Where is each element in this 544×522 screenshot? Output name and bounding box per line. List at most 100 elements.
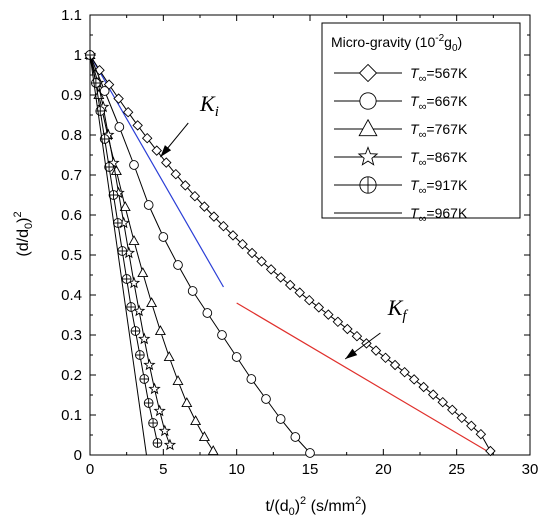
data-point-circle	[290, 432, 301, 442]
data-point-circle-plus	[135, 350, 145, 360]
data-point-circle-plus	[359, 176, 377, 194]
legend-title: Micro-gravity (10-2g0)	[331, 33, 462, 54]
data-point-diamond	[427, 389, 439, 400]
data-point-diamond	[161, 157, 172, 168]
data-point-diamond	[237, 238, 248, 250]
data-point-triangle	[181, 397, 193, 408]
data-point-diamond	[218, 220, 229, 232]
legend-entry-diamond: T∞=567K	[334, 63, 468, 85]
annotation-arrow-head	[345, 348, 358, 359]
data-point-circle-plus	[130, 326, 141, 336]
data-point-circle	[143, 200, 154, 210]
data-point-circle	[217, 330, 227, 340]
data-point-triangle	[172, 375, 184, 386]
fit-line	[236, 302, 491, 454]
data-point-star	[138, 332, 151, 345]
data-point-diamond	[323, 309, 334, 320]
data-point-circle-plus	[126, 302, 136, 312]
data-point-diamond	[408, 374, 420, 385]
legend-label: T∞=917K	[410, 177, 468, 197]
data-point-circle-plus	[152, 438, 163, 448]
data-point-diamond	[437, 396, 448, 408]
x-tick-label: 25	[448, 461, 465, 478]
y-axis-label: (d/d0)2	[12, 211, 35, 256]
data-point-circle-plus	[148, 418, 158, 428]
data-point-circle	[275, 414, 286, 424]
data-point-diamond	[389, 359, 401, 371]
data-point-circle	[202, 308, 213, 318]
data-point-diamond	[265, 264, 277, 275]
series-layer	[83, 48, 496, 458]
data-point-circle	[114, 122, 125, 132]
data-point-circle-plus	[108, 190, 119, 200]
data-point-diamond	[246, 247, 258, 259]
data-point-circle	[246, 374, 257, 384]
data-point-diamond	[358, 63, 378, 83]
annotation: Ki	[160, 91, 219, 158]
series-diamond	[84, 49, 496, 457]
data-point-triangle	[163, 351, 175, 362]
series-line	[89, 54, 311, 454]
data-point-diamond	[294, 287, 305, 298]
x-tick-label: 20	[375, 461, 392, 478]
data-point-circle	[187, 286, 198, 296]
data-point-triangle	[198, 431, 210, 442]
legend-label: T∞=867K	[410, 149, 468, 169]
data-point-diamond	[122, 106, 134, 118]
data-point-diamond	[399, 366, 410, 378]
legend-entry-circle: T∞=667K	[334, 92, 468, 113]
annotation-arrow-head	[160, 145, 172, 157]
legend-label: T∞=767K	[410, 121, 468, 141]
data-point-diamond	[208, 211, 220, 222]
data-point-diamond	[370, 345, 382, 356]
data-point-triangle	[119, 201, 131, 212]
series-line	[89, 54, 158, 444]
data-point-triangle	[358, 118, 378, 137]
series-line	[89, 54, 147, 456]
y-tick-label: 0.4	[61, 287, 82, 304]
data-point-circle	[359, 92, 377, 110]
legend-entry-line: T∞=967K	[334, 205, 468, 225]
x-tick-label: 30	[522, 461, 539, 478]
data-point-diamond	[304, 294, 315, 306]
y-tick-label: 0.3	[61, 327, 82, 344]
data-point-circle	[129, 160, 139, 170]
data-point-star	[163, 438, 177, 451]
data-point-diamond	[180, 180, 191, 191]
legend-entry-circleplus: T∞=917K	[334, 176, 468, 197]
data-point-diamond	[351, 330, 363, 342]
data-point-star	[153, 404, 166, 417]
legend-entry-star: T∞=867K	[334, 146, 468, 169]
annotation: Kf	[344, 295, 408, 360]
data-point-diamond	[284, 279, 296, 291]
y-tick-label: 0.5	[61, 247, 82, 264]
data-point-circle	[158, 232, 169, 242]
y-tick-label: 1.1	[61, 7, 82, 24]
x-tick-label: 0	[86, 461, 94, 478]
data-point-diamond	[132, 120, 143, 131]
x-tick-label: 5	[159, 461, 167, 478]
y-tick-label: 0.6	[61, 207, 82, 224]
series-line	[89, 54, 147, 456]
data-point-circle-plus	[143, 398, 154, 408]
data-point-diamond	[189, 190, 201, 202]
y-tick-label: 0	[74, 447, 82, 464]
y-tick-label: 0.1	[61, 407, 82, 424]
data-point-diamond	[380, 352, 391, 364]
legend-label: T∞=967K	[410, 205, 468, 225]
data-point-diamond	[332, 316, 344, 328]
series-circleplus	[85, 50, 163, 448]
data-point-diamond	[342, 323, 353, 335]
fit-lines	[89, 54, 491, 454]
data-point-diamond	[170, 168, 182, 180]
data-point-star	[357, 146, 379, 166]
y-tick-label: 0.2	[61, 367, 82, 384]
annotation-label: Ki	[199, 91, 219, 120]
data-point-circle	[231, 352, 242, 362]
data-point-triangle	[190, 415, 202, 426]
x-tick-label: 10	[228, 461, 245, 478]
series-line	[89, 54, 171, 446]
data-point-triangle	[137, 267, 149, 278]
data-point-circle	[305, 448, 315, 458]
legend-label: T∞=667K	[410, 93, 468, 113]
